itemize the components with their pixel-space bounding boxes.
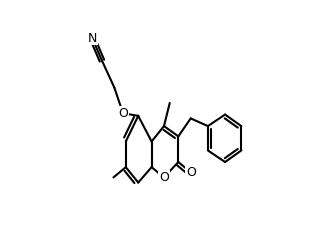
Text: O: O (118, 107, 128, 120)
Text: O: O (186, 166, 196, 179)
Text: O: O (159, 171, 169, 184)
Text: N: N (88, 32, 97, 45)
